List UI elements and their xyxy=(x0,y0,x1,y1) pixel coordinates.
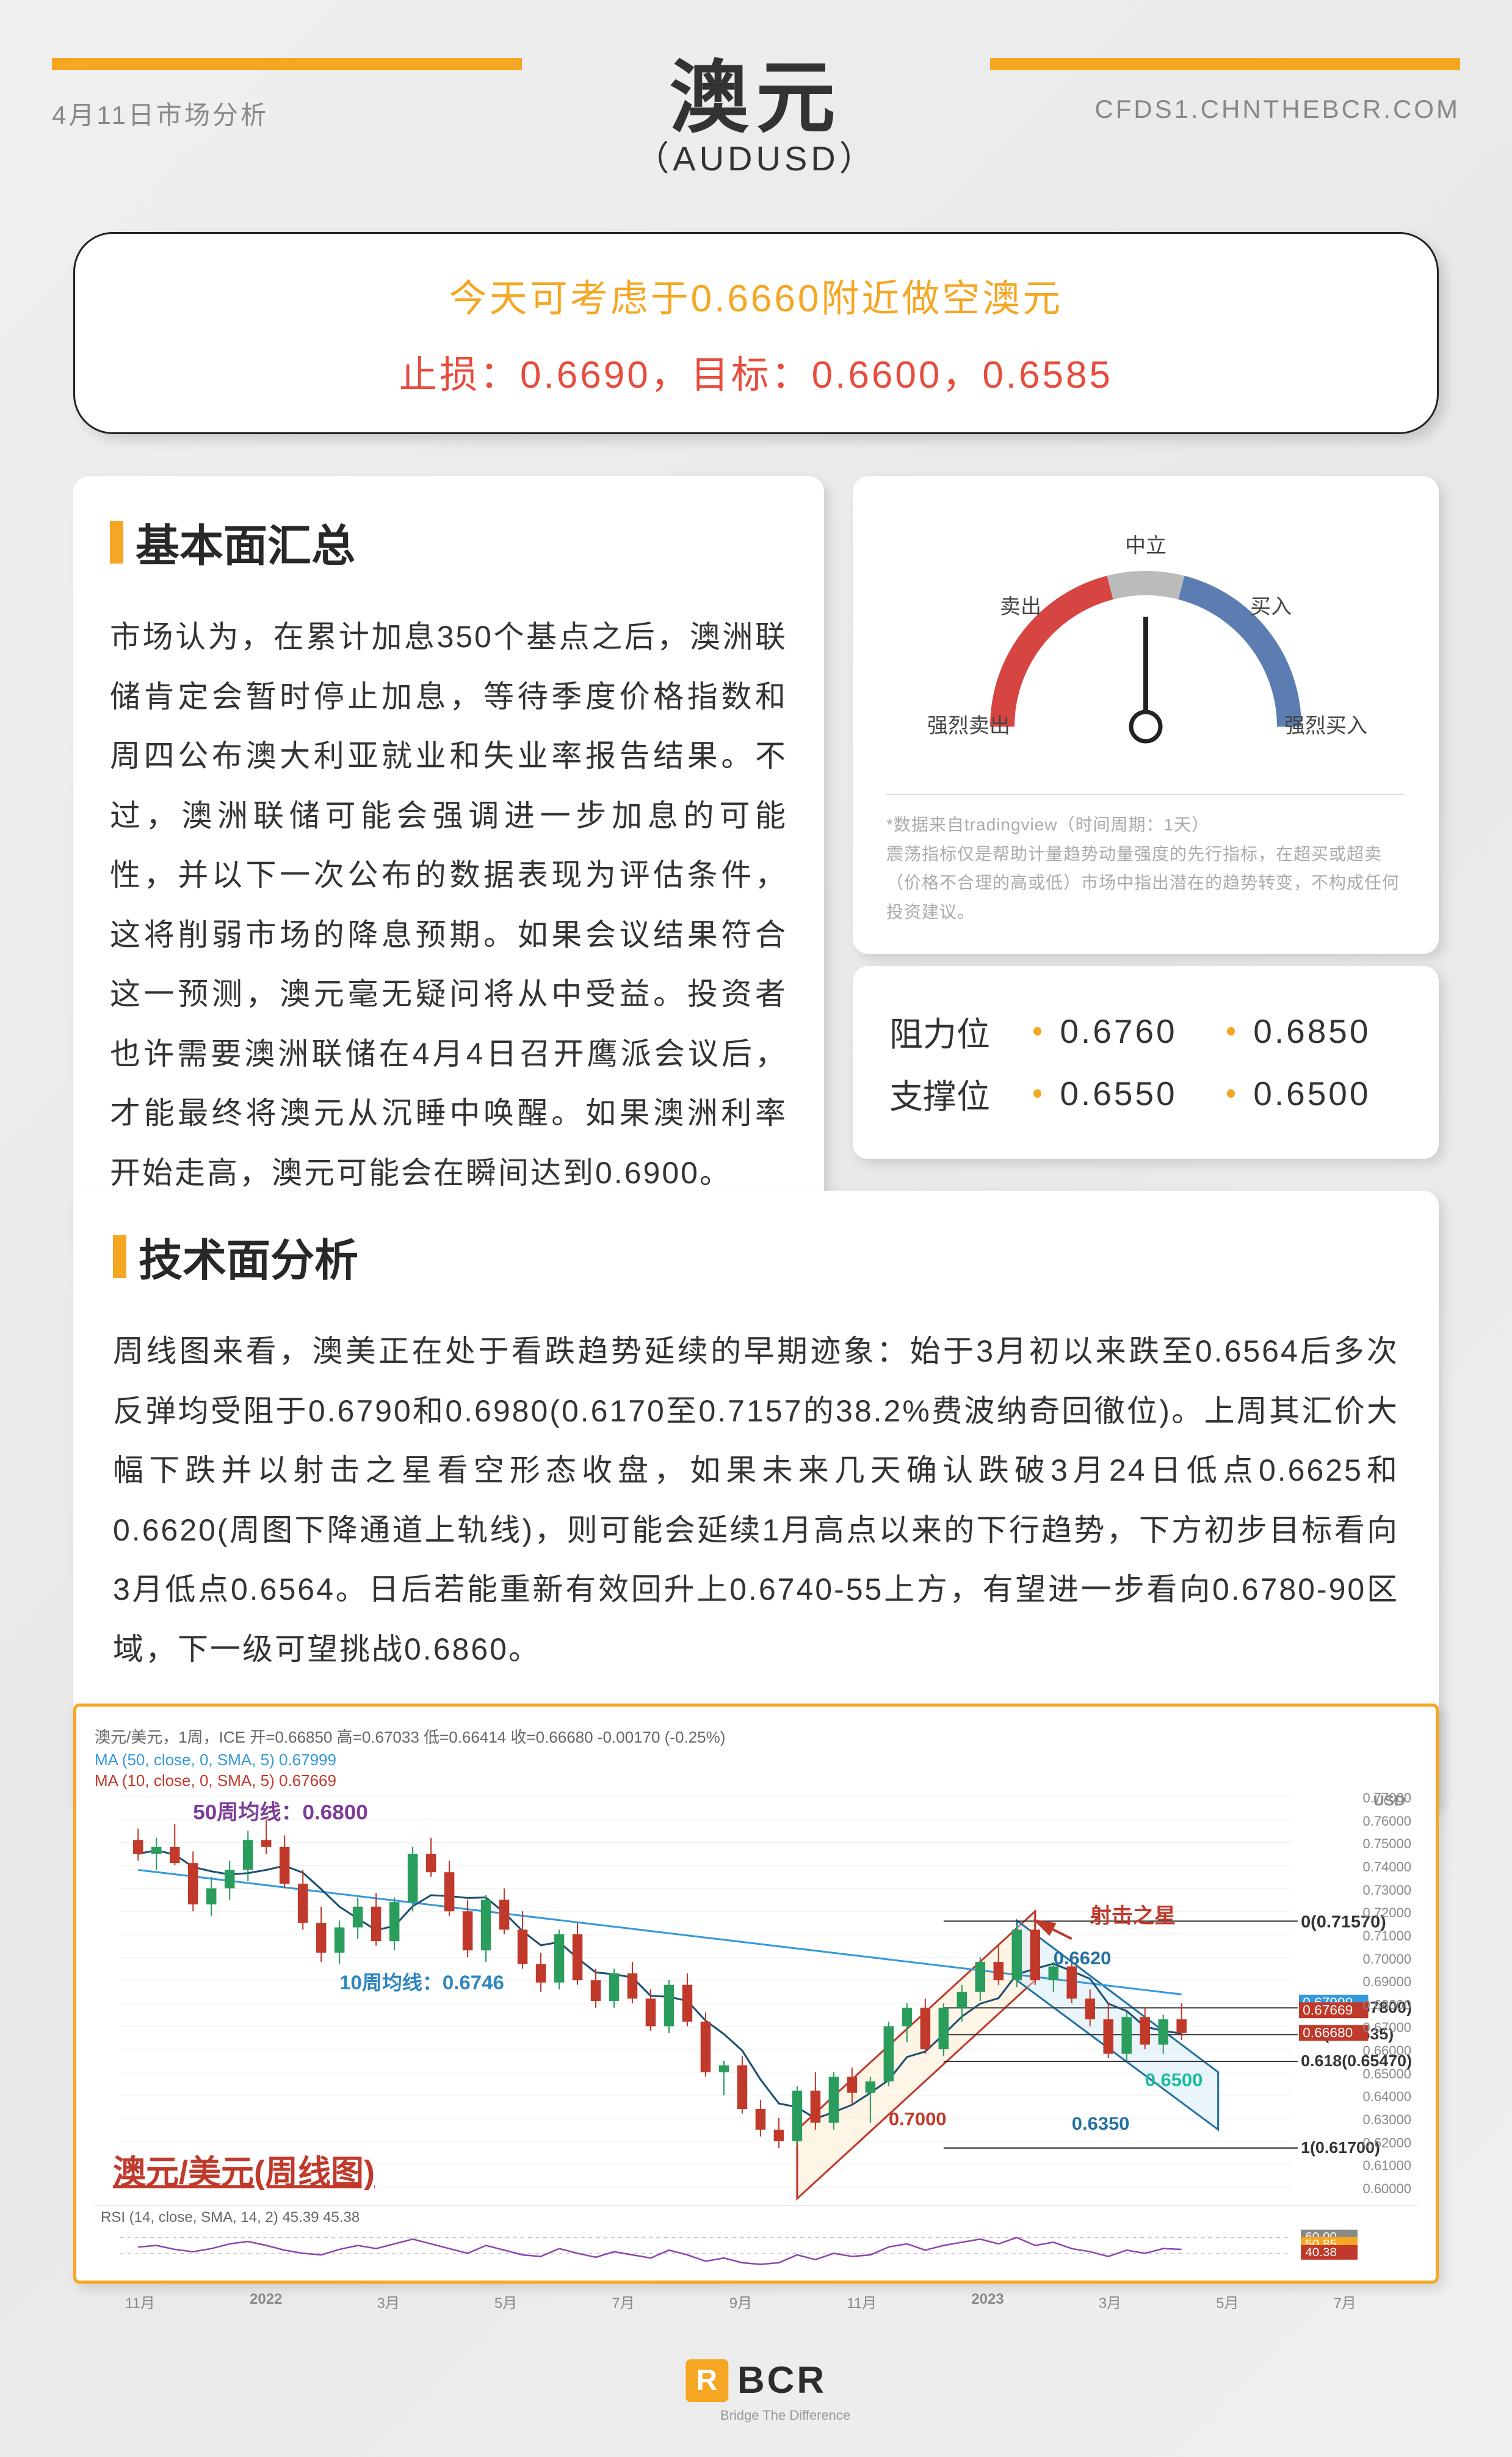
title-accent-bar xyxy=(113,1235,126,1278)
price-tick: 0.76000 xyxy=(1362,1813,1411,1829)
level-dot xyxy=(1033,1027,1041,1036)
x-tick: 3月 xyxy=(377,2291,399,2312)
technical-title-row: 技术面分析 xyxy=(113,1224,1399,1288)
chart-plot-area: 50周均线：0.680010周均线：0.67460(0.71570)射击之星0.… xyxy=(95,1790,1417,2205)
price-tick: 0.72000 xyxy=(1362,1905,1411,1921)
date-label: 4月11日市场分析 xyxy=(52,95,269,132)
x-tick: 5月 xyxy=(1216,2291,1239,2312)
svg-text:10周均线：0.6746: 10周均线：0.6746 xyxy=(339,1972,504,1994)
footer-logo: R BCR xyxy=(685,2359,827,2402)
price-tick: 0.64000 xyxy=(1362,2089,1411,2105)
sentiment-gauge: 强烈卖出 卖出 中立买入强烈买入 xyxy=(889,507,1402,775)
svg-text:40.38: 40.38 xyxy=(1305,2246,1337,2259)
gauge-note-desc: 震荡指标仅是帮助计量趋势动量强度的先行指标，在超买或超卖（价格不合理的高或低）市… xyxy=(886,840,1405,927)
fundamental-card: 基本面汇总 市场认为，在累计加息350个基点之后，澳洲联储肯定会暂时停止加息，等… xyxy=(73,476,824,1246)
x-tick: 7月 xyxy=(1334,2291,1356,2312)
support-2: 0.6500 xyxy=(1253,1074,1402,1113)
price-tick: 0.61000 xyxy=(1362,2158,1411,2174)
price-chart-card: 澳元/美元，1周，ICE 开=0.66850 高=0.67033 低=0.664… xyxy=(73,1704,1439,2284)
header-accent-right xyxy=(990,58,1460,70)
x-tick: 7月 xyxy=(612,2291,634,2312)
logo-tagline: Bridge The Difference xyxy=(720,2408,850,2423)
price-tick: 0.69000 xyxy=(1362,1974,1411,1990)
levels-card: 阻力位 0.6760 0.6850 支撑位 0.6550 0.6500 xyxy=(853,966,1439,1159)
svg-text:强烈卖出: 强烈卖出 xyxy=(927,714,1010,738)
page-subtitle: （AUDUSD） xyxy=(635,131,877,181)
svg-text:0.67669: 0.67669 xyxy=(1303,2003,1353,2018)
resistance-2: 0.6850 xyxy=(1253,1012,1402,1051)
technical-title: 技术面分析 xyxy=(139,1224,358,1288)
trading-advice-card: 今天可考虑于0.6660附近做空澳元 止损：0.6690，目标：0.6600，0… xyxy=(73,232,1439,434)
x-tick: 2023 xyxy=(971,2291,1004,2312)
price-tick: 0.62000 xyxy=(1362,2135,1411,2151)
chart-info-line: 澳元/美元，1周，ICE 开=0.66850 高=0.67033 低=0.664… xyxy=(95,1725,1417,1747)
website-url: CFDS1.CHNTHEBCR.COM xyxy=(1094,95,1460,124)
price-tick: 0.70000 xyxy=(1362,1951,1411,1967)
chart-ma10-label: MA (10, close, 0, SMA, 5) 0.67669 xyxy=(95,1771,1417,1790)
sentiment-gauge-card: 强烈卖出 卖出 中立买入强烈买入 *数据来自tradingview（时间周期：1天）… xyxy=(853,476,1439,954)
level-dot xyxy=(1227,1027,1235,1036)
technical-body: 周线图来看，澳美正在处于看跌趋势延续的早期迹象：始于3月初以来跌至0.6564后… xyxy=(113,1322,1399,1679)
x-tick: 11月 xyxy=(847,2291,877,2312)
svg-text:0.6350: 0.6350 xyxy=(1072,2113,1130,2133)
gauge-divider xyxy=(886,794,1405,795)
rsi-panel: 60.0050.8540.38 RSI (14, close, SMA, 14,… xyxy=(95,2205,1417,2285)
price-tick: 0.74000 xyxy=(1362,1859,1411,1875)
svg-text:买入: 买入 xyxy=(1250,595,1292,619)
x-tick: 9月 xyxy=(729,2291,752,2312)
price-tick: 0.73000 xyxy=(1362,1882,1411,1898)
advice-entry: 今天可考虑于0.6660附近做空澳元 xyxy=(112,267,1400,322)
price-tick: 0.67000 xyxy=(1362,2020,1411,2036)
price-tick: 0.63000 xyxy=(1362,2112,1411,2128)
chart-title: 澳元/美元(周线图) xyxy=(113,2145,375,2193)
support-row: 支撑位 0.6550 0.6500 xyxy=(889,1069,1402,1118)
title-accent-bar xyxy=(110,521,123,564)
fundamental-body: 市场认为，在累计加息350个基点之后，澳洲联储肯定会暂时停止加息，等待季度价格指… xyxy=(110,608,787,1203)
price-tick: 0.71000 xyxy=(1362,1928,1411,1944)
x-tick: 2022 xyxy=(250,2291,282,2312)
support-label: 支撑位 xyxy=(889,1069,1015,1118)
chart-ma50-label: MA (50, close, 0, SMA, 5) 0.67999 xyxy=(95,1751,1417,1769)
resistance-label: 阻力位 xyxy=(889,1007,1015,1056)
svg-text:0.7000: 0.7000 xyxy=(889,2109,947,2129)
price-tick: 0.65000 xyxy=(1362,2066,1411,2082)
price-tick: 0.75000 xyxy=(1362,1836,1411,1852)
price-tick: 0.60000 xyxy=(1362,2181,1411,2197)
x-axis: 11月 2022 3月 5月 7月 9月 11月 2023 3月 5月 7月 xyxy=(95,2285,1417,2312)
svg-text:射击之星: 射击之星 xyxy=(1090,1905,1176,1928)
level-dot xyxy=(1227,1089,1235,1098)
candlestick-chart: 50周均线：0.680010周均线：0.67460(0.71570)射击之星0.… xyxy=(95,1790,1417,2205)
advice-stop-target: 止损：0.6690，目标：0.6600，0.6585 xyxy=(112,344,1400,399)
rsi-label: RSI (14, close, SMA, 14, 2) 45.39 45.38 xyxy=(101,2209,360,2226)
x-tick: 3月 xyxy=(1099,2291,1121,2312)
svg-text:强烈买入: 强烈买入 xyxy=(1284,714,1367,738)
resistance-1: 0.6760 xyxy=(1060,1012,1209,1051)
fundamental-title: 基本面汇总 xyxy=(136,510,355,574)
svg-text:0.6620: 0.6620 xyxy=(1054,1948,1112,1968)
svg-text:50周均线：0.6800: 50周均线：0.6800 xyxy=(193,1801,368,1824)
x-tick: 5月 xyxy=(494,2291,517,2312)
gauge-note-source: *数据来自tradingview（时间周期：1天） xyxy=(886,810,1405,840)
price-tick: 0.66000 xyxy=(1362,2043,1411,2059)
header-accent-left xyxy=(52,58,522,70)
svg-text:0.6500: 0.6500 xyxy=(1145,2070,1203,2090)
level-dot xyxy=(1033,1089,1041,1098)
price-tick: 0.68000 xyxy=(1362,1997,1411,2013)
support-1: 0.6550 xyxy=(1060,1074,1209,1113)
logo-brand: BCR xyxy=(737,2359,827,2402)
price-tick: 0.77000 xyxy=(1362,1790,1411,1806)
svg-text:0.66680: 0.66680 xyxy=(1303,2025,1353,2041)
logo-icon: R xyxy=(685,2359,728,2402)
fundamental-title-row: 基本面汇总 xyxy=(110,510,787,574)
svg-text:卖出: 卖出 xyxy=(1000,595,1041,619)
svg-text:中立: 中立 xyxy=(1125,534,1167,557)
resistance-row: 阻力位 0.6760 0.6850 xyxy=(889,1007,1402,1056)
x-tick: 11月 xyxy=(125,2291,155,2312)
